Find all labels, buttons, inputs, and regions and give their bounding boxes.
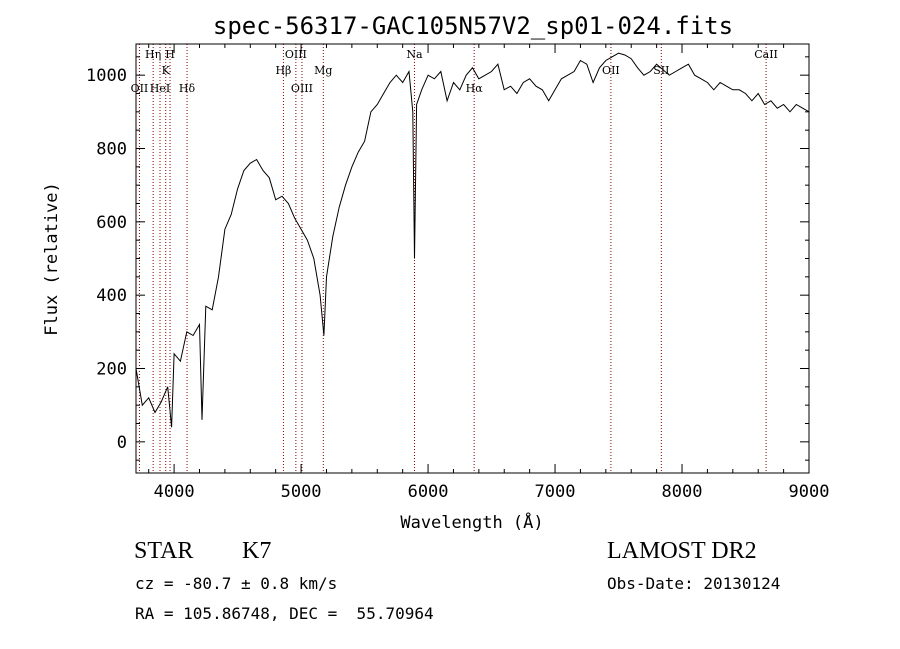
y-tick-label: 0 xyxy=(117,433,127,453)
coordinates-label: RA = 105.86748, DEC = 55.70964 xyxy=(135,604,434,623)
x-tick-label: 9000 xyxy=(789,482,830,502)
spectral-line-label: CaII xyxy=(754,48,778,61)
spectral-line-label: OII xyxy=(602,64,620,77)
x-tick-label: 4000 xyxy=(154,482,195,502)
y-tick-label: 400 xyxy=(96,286,127,306)
y-tick-label: 600 xyxy=(96,213,127,233)
spectral-line-label: Mg xyxy=(314,64,332,77)
survey-label: LAMOST DR2 xyxy=(607,538,757,564)
spectral-line-label: Hη xyxy=(145,48,161,61)
y-axis-label: Flux (relative) xyxy=(42,182,62,336)
x-tick-label: 8000 xyxy=(662,482,703,502)
spectral-line-label: HeI xyxy=(150,82,170,95)
subclass-label: K7 xyxy=(242,538,272,564)
x-tick-label: 7000 xyxy=(535,482,576,502)
y-axis: 0 200 400 600 800 1000 xyxy=(86,56,809,461)
x-tick-label: 5000 xyxy=(281,482,322,502)
spectral-line-label: SII xyxy=(653,64,669,77)
plot-frame xyxy=(135,43,810,474)
x-axis-label: Wavelength (Å) xyxy=(400,511,543,533)
spectral-line-label: OIII xyxy=(285,48,307,61)
x-tick-label: 6000 xyxy=(408,482,449,502)
y-tick-label: 1000 xyxy=(86,66,127,86)
x-axis: 4000 5000 6000 7000 8000 9000 xyxy=(148,44,830,502)
y-tick-label: 800 xyxy=(96,140,127,160)
spectrum-series xyxy=(135,52,810,428)
object-class-label: STAR xyxy=(134,538,194,564)
spectral-line-markers xyxy=(138,44,767,473)
spectral-line-label: Hβ xyxy=(275,64,291,77)
spectral-line-label: K xyxy=(162,64,171,77)
spectral-line-label: OII xyxy=(131,82,149,95)
redshift-label: cz = -80.7 ± 0.8 km/s xyxy=(135,574,338,593)
spectral-line-label: OIII xyxy=(291,82,313,95)
object-class: STAR K7 xyxy=(134,538,271,565)
chart-title: spec-56317-GAC105N57V2_sp01-024.fits xyxy=(213,12,733,40)
spectral-line-label: H xyxy=(165,48,175,61)
spectral-line-label: Hα xyxy=(466,82,484,95)
y-tick-label: 200 xyxy=(96,360,127,380)
spectral-line-label: Na xyxy=(406,48,423,61)
obs-date-label: Obs-Date: 20130124 xyxy=(607,574,781,593)
spectral-line-label: Hδ xyxy=(179,82,196,95)
